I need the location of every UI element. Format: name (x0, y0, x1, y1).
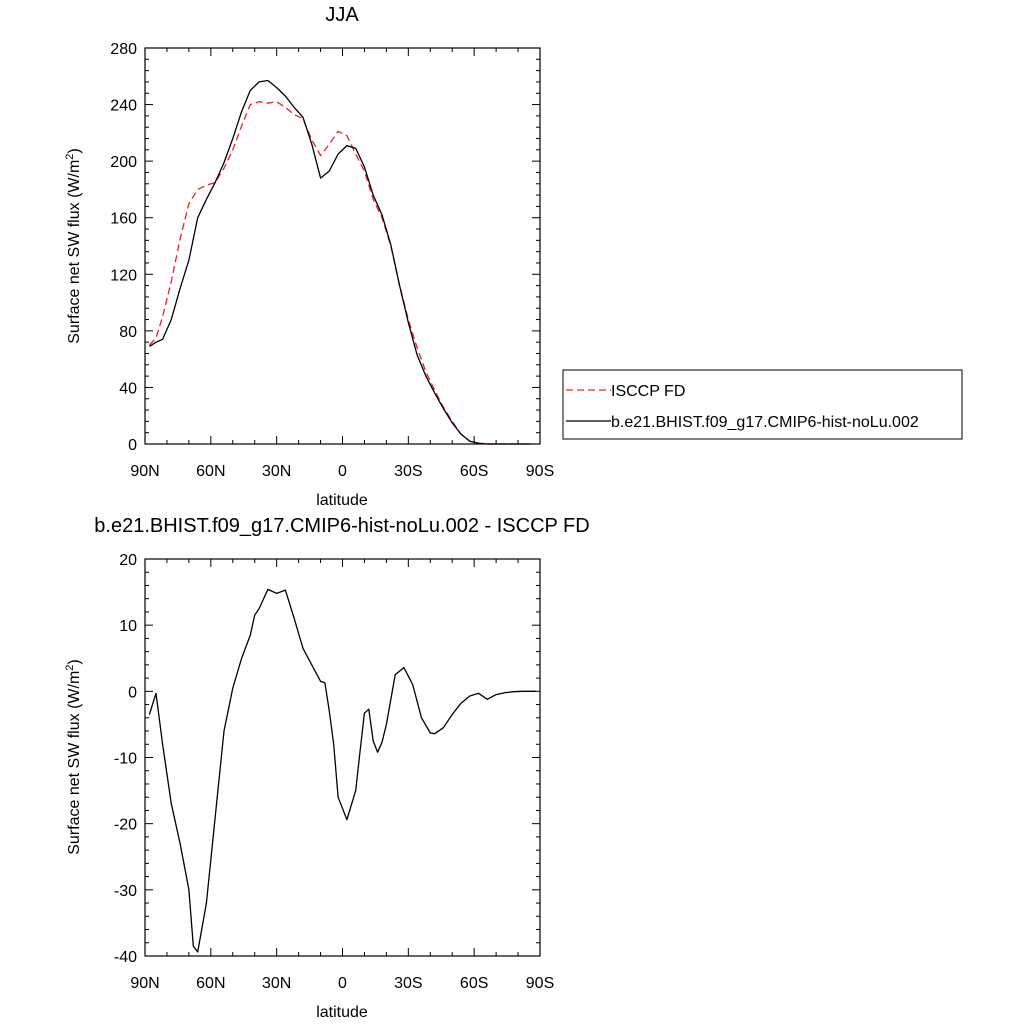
series-line-1-0 (148, 588, 536, 953)
series-line-0-1 (149, 79, 532, 445)
top-axis-ticks: 90N 60N 30N 0 30S 60S 90S 0 40 80 120 160 200 240 280 (110, 41, 554, 480)
top-panel: JJA 90N 60N 30N 0 30S 60S 90S 0 40 80 120 160 200 240… (64, 4, 963, 509)
y-tick-label: 0 (128, 684, 137, 701)
x-tick-label: 60S (460, 975, 488, 992)
bottom-axis-ticks: 90N 60N 30N 0 30S 60S 90S -40 -30 -20 -10 0 10 20 (114, 552, 554, 992)
y-tick-label: -30 (114, 883, 137, 900)
legend-label-isccp-fd: ISCCP FD (611, 383, 685, 400)
x-tick-label: 30S (394, 463, 422, 480)
bottom-series-lines (148, 588, 536, 953)
legend-box (562, 369, 963, 440)
legend: ISCCP FD b.e21.BHIST.f09_g17.CMIP6-hist-… (562, 369, 963, 440)
x-tick-label: 0 (338, 463, 347, 480)
x-tick-label: 90S (526, 975, 554, 992)
x-tick-label: 0 (338, 975, 347, 992)
y-tick-label: 10 (119, 618, 137, 635)
bottom-y-axis-title: Surface net SW flux (W/m2) (64, 659, 83, 855)
y-tick-label: -10 (114, 751, 137, 768)
y-tick-label: -20 (114, 817, 137, 834)
bottom-x-axis-title: latitude (316, 1004, 368, 1021)
x-tick-label: 30S (394, 975, 422, 992)
y-tick-label: 240 (110, 98, 137, 115)
bottom-panel: b.e21.BHIST.f09_g17.CMIP6-hist-noLu.002 … (64, 515, 590, 1021)
y-tick-label: 40 (119, 380, 137, 397)
x-tick-label: 60N (196, 463, 225, 480)
legend-label-model: b.e21.BHIST.f09_g17.CMIP6-hist-noLu.002 (611, 414, 919, 431)
y-tick-label: 120 (110, 267, 137, 284)
bottom-plot-frame (144, 558, 541, 957)
series-line-0-0 (148, 101, 532, 445)
x-tick-label: 30N (262, 975, 291, 992)
y-tick-label: 160 (110, 211, 137, 228)
top-plot-frame (144, 47, 541, 445)
x-tick-label: 90N (130, 463, 159, 480)
y-tick-label: 20 (119, 552, 137, 569)
bottom-plot-title: b.e21.BHIST.f09_g17.CMIP6-hist-noLu.002 … (94, 515, 589, 537)
x-tick-label: 30N (262, 463, 291, 480)
x-tick-label: 90S (526, 463, 554, 480)
x-tick-label: 60S (460, 463, 488, 480)
top-series-lines (148, 79, 532, 445)
y-tick-label: 80 (119, 324, 137, 341)
y-tick-label: 280 (110, 41, 137, 58)
y-tick-label: -40 (114, 949, 137, 966)
x-tick-label: 90N (130, 975, 159, 992)
y-tick-label: 0 (128, 437, 137, 454)
y-tick-label: 200 (110, 154, 137, 171)
top-x-axis-title: latitude (316, 492, 368, 509)
top-plot-title: JJA (325, 4, 359, 26)
x-tick-label: 60N (196, 975, 225, 992)
top-y-axis-title: Surface net SW flux (W/m2) (64, 148, 83, 344)
